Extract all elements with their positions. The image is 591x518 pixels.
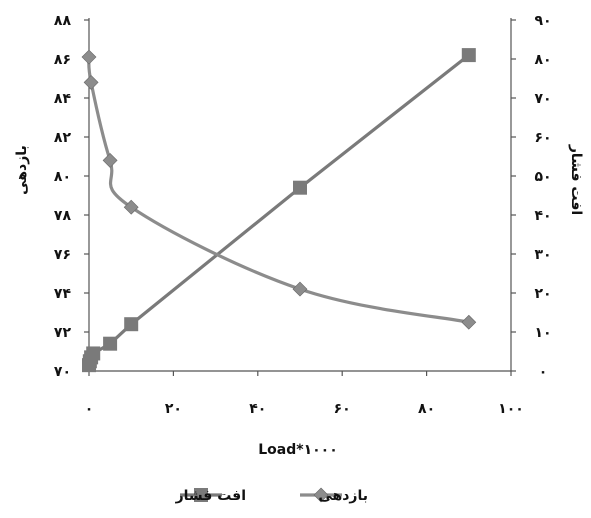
y-left-tick-label: ۷۲ [54,325,72,341]
legend-marker-efficiency [313,487,329,503]
y-left-tick-label: ۷۸ [54,208,72,224]
data-point-efficiency [81,49,97,65]
y-right-tick-label: ۶۰ [534,130,551,146]
y-left-tick-label: ۸۶ [54,52,71,68]
data-point-efficiency [461,314,477,330]
y-right-tick-label: ۵۰ [534,169,551,185]
x-tick-label: ۱۰۰ [498,401,524,417]
data-point-pressure-drop [293,180,307,195]
legend-marker-pressure-drop [194,488,208,502]
y-right-tick-label: ۸۰ [534,52,551,68]
y-right-tick-label: ۳۰ [534,247,551,263]
data-point-efficiency [83,74,99,90]
y-right-tick-label: ۰ [539,364,548,380]
x-tick-label: ۴۰ [249,401,266,417]
y-axis-left-title: بازدهی [14,145,30,195]
legend: افت فشار بازدهی [175,487,368,504]
legend-label-pressure-drop: افت فشار [175,488,246,504]
y-left-tick-label: ۷۶ [54,247,71,263]
y-left-tick-label: ۸۸ [54,13,72,29]
x-axis-title: Load*۱۰۰۰ [258,442,338,458]
legend-label-efficiency: بازدهی [318,488,368,504]
x-tick-label: ۶۰ [334,401,351,417]
series-layer [81,48,477,373]
y-right-tick-label: ۴۰ [534,208,551,224]
data-point-pressure-drop [461,48,476,63]
data-point-pressure-drop [124,317,139,332]
labels-layer: ۰ ۲۰ ۴۰ ۶۰ ۸۰ ۱۰۰ ۷۰ ۷۲ ۷۴ ۷۶ ۷۸ ۸۰ ۸۲ ۸۴ ۸۶ ۸۸ ۰ ۱۰ ۲۰ ۳۰ ۴… [54,13,552,417]
x-tick-label: ۰ [85,401,94,417]
data-point-pressure-drop [103,336,118,351]
data-point-efficiency [123,199,139,215]
y-right-tick-label: ۷۰ [534,91,551,107]
y-axis-right-title: افت فشار [568,144,584,215]
y-left-tick-label: ۸۰ [54,169,71,185]
y-right-tick-label: ۱۰ [534,325,551,341]
x-tick-label: ۲۰ [165,401,182,417]
data-point-efficiency [292,281,308,297]
data-point-efficiency [102,152,118,168]
data-point-pressure-drop [86,346,101,361]
y-right-tick-label: ۲۰ [534,286,551,302]
y-right-tick-label: ۹۰ [534,13,551,29]
y-left-tick-label: ۸۲ [54,130,72,146]
y-left-tick-label: ۷۰ [54,364,71,380]
x-tick-label: ۸۰ [418,401,435,417]
y-left-tick-label: ۸۴ [54,91,72,107]
y-left-tick-label: ۷۴ [54,286,72,302]
